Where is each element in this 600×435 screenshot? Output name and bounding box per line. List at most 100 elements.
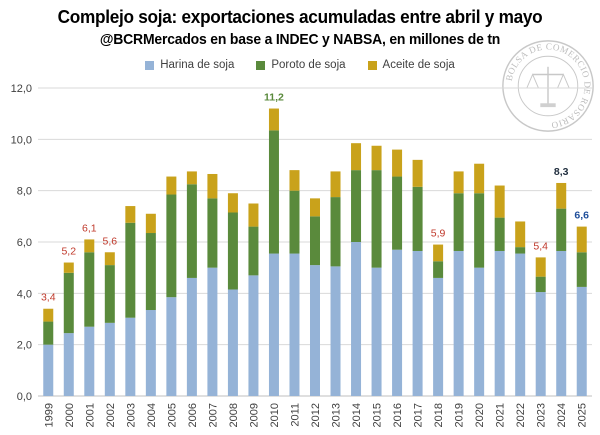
bar-harina-2025: [576, 286, 587, 396]
data-label-2024: 8,3: [554, 166, 569, 178]
bar-aceite-2008: [227, 193, 238, 213]
bar-aceite-2019: [453, 171, 464, 194]
bar-aceite-2007: [207, 173, 218, 199]
x-tick-label: 2025: [577, 403, 589, 427]
bar-poroto-2011: [289, 190, 300, 254]
bar-harina-2023: [535, 292, 546, 396]
bar-harina-2020: [474, 267, 485, 396]
data-label-2025: 6,6: [574, 210, 589, 222]
x-tick-label: 2002: [105, 403, 117, 427]
bar-harina-2015: [371, 267, 382, 396]
bar-aceite-2018: [433, 244, 444, 262]
bar-poroto-2004: [145, 233, 156, 311]
data-label-2002: 5,6: [103, 235, 118, 247]
bar-poroto-2001: [84, 252, 95, 327]
bar-harina-2012: [310, 265, 320, 396]
bar-aceite-2011: [289, 170, 300, 191]
x-tick-label: 2010: [269, 403, 281, 427]
x-tick-label: 2004: [146, 403, 158, 427]
bar-harina-2002: [104, 322, 115, 396]
chart-subtitle: @BCRMercados en base a INDEC y NABSA, en…: [99, 31, 501, 48]
x-tick-label: 1999: [43, 403, 55, 427]
bar-harina-2009: [248, 275, 259, 396]
y-tick-label: 8,0: [17, 186, 32, 198]
x-tick-label: 2013: [331, 403, 343, 427]
x-tick-label: 2001: [84, 403, 96, 427]
data-label-1999: 3,4: [41, 292, 56, 304]
legend-item-aceite: Aceite de soja: [367, 59, 455, 71]
x-tick-label: 2022: [515, 403, 527, 427]
bar-aceite-2014: [351, 143, 362, 171]
bar-aceite-2016: [392, 149, 403, 177]
y-tick-label: 10,0: [11, 134, 32, 146]
bar-poroto-2020: [474, 193, 485, 268]
x-tick-label: 2008: [228, 403, 240, 427]
x-tick-label: 2006: [187, 403, 199, 427]
legend-label-harina: Harina de soja: [160, 59, 235, 71]
y-tick-label: 2,0: [17, 340, 32, 352]
chart-legend: Harina de soja Poroto de soja Aceite de …: [0, 59, 600, 71]
x-tick-label: 2000: [64, 403, 76, 427]
bar-harina-2006: [186, 277, 197, 396]
bar-poroto-2014: [351, 170, 362, 242]
x-tick-label: 2024: [556, 403, 568, 427]
data-label-2001: 6,1: [82, 222, 97, 234]
bar-harina-2022: [515, 253, 526, 396]
bcr-seal-logo: BOLSA DE COMERCIO DE ROSARIO: [502, 40, 594, 132]
bar-harina-1999: [43, 344, 54, 396]
bar-harina-2003: [125, 317, 136, 396]
legend-item-harina: Harina de soja: [145, 59, 234, 71]
bar-poroto-2010: [268, 130, 279, 254]
bar-poroto-2018: [433, 261, 444, 278]
legend-label-aceite: Aceite de soja: [382, 59, 455, 71]
bar-aceite-2006: [186, 171, 197, 185]
bar-aceite-2009: [248, 203, 259, 227]
x-tick-label: 2005: [166, 403, 178, 427]
x-tick-label: 2015: [372, 403, 384, 427]
x-tick-label: 2014: [351, 403, 363, 427]
x-tick-label: 2016: [392, 403, 404, 427]
bar-poroto-2006: [186, 184, 197, 278]
x-tick-label: 2020: [474, 403, 486, 427]
bar-aceite-2020: [474, 163, 485, 194]
y-tick-label: 12,0: [11, 83, 32, 95]
bar-poroto-2013: [330, 197, 341, 267]
x-tick-label: 2009: [248, 403, 260, 427]
bar-aceite-2025: [576, 226, 587, 253]
x-tick-label: 2011: [289, 403, 301, 427]
bar-aceite-1999: [43, 308, 54, 322]
bar-poroto-2008: [227, 212, 238, 290]
bar-harina-2011: [289, 253, 300, 396]
bar-poroto-2012: [310, 216, 320, 266]
bar-aceite-2023: [535, 257, 546, 277]
x-tick-label: 2003: [125, 403, 137, 427]
bar-harina-2005: [166, 297, 177, 396]
bar-poroto-2022: [515, 247, 526, 254]
bar-aceite-2024: [556, 182, 567, 209]
bar-poroto-2024: [556, 208, 567, 251]
bar-poroto-2005: [166, 194, 177, 298]
bar-harina-2004: [145, 310, 156, 396]
bar-aceite-2013: [330, 171, 341, 198]
bar-poroto-2017: [412, 186, 423, 251]
y-tick-label: 6,0: [17, 237, 32, 249]
bar-harina-2010: [268, 253, 279, 396]
bar-aceite-2003: [125, 206, 136, 223]
y-tick-label: 0,0: [17, 391, 32, 403]
data-label-2018: 5,9: [431, 228, 446, 240]
bar-harina-2019: [453, 250, 464, 396]
x-tick-label: 2018: [433, 403, 445, 427]
bar-harina-2021: [494, 250, 505, 396]
bar-aceite-2015: [371, 145, 382, 171]
data-label-2010: 11,2: [264, 92, 284, 104]
bar-harina-2007: [207, 267, 218, 396]
bar-harina-2017: [412, 250, 423, 396]
data-label-2023: 5,4: [533, 240, 548, 252]
legend-swatch-harina: [145, 60, 155, 70]
bar-aceite-2000: [63, 262, 74, 273]
bar-aceite-2010: [268, 108, 279, 131]
bar-harina-2001: [84, 326, 95, 396]
legend-item-poroto: Poroto de soja: [256, 59, 346, 71]
bar-poroto-2000: [63, 272, 74, 334]
